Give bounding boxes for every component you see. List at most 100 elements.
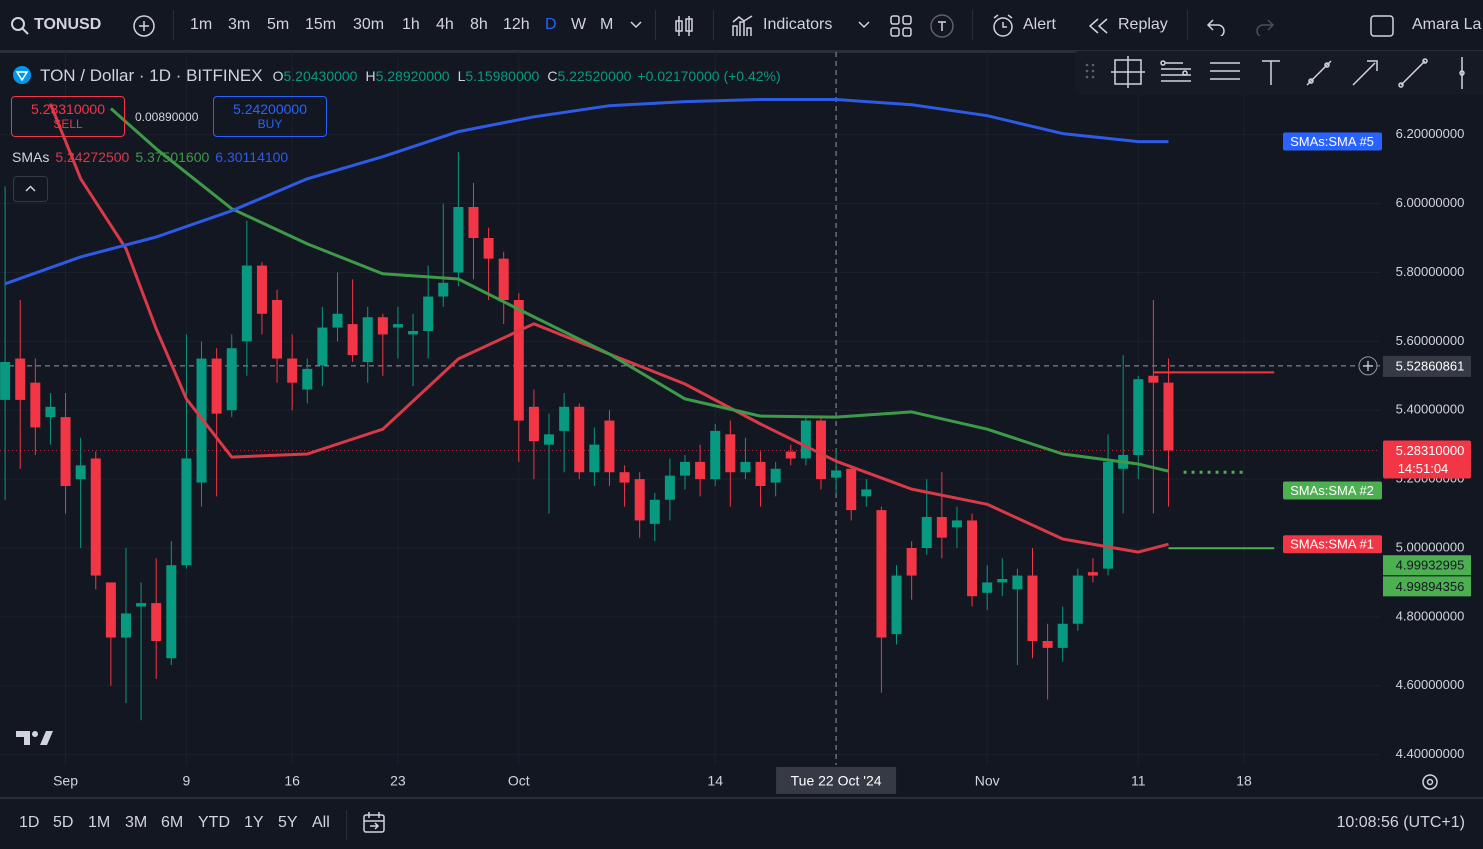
redo-button[interactable] xyxy=(1253,16,1275,36)
template-button[interactable] xyxy=(929,13,955,39)
candle-body xyxy=(649,499,660,524)
interval-button[interactable]: W xyxy=(571,16,587,33)
range-button[interactable]: 5Y xyxy=(278,814,298,831)
tool-text[interactable] xyxy=(1262,60,1280,85)
candle-body xyxy=(468,207,479,238)
separator xyxy=(713,10,714,40)
interval-button[interactable]: 8h xyxy=(470,16,488,33)
candle-body xyxy=(105,582,116,638)
ohlc-key: H xyxy=(365,68,376,84)
interval-button[interactable]: 4h xyxy=(436,16,454,33)
candle-body xyxy=(45,406,56,418)
candle-body xyxy=(438,282,449,297)
interval-button[interactable]: D xyxy=(545,16,557,33)
replay-icon[interactable] xyxy=(1088,16,1110,36)
indicators-icon[interactable] xyxy=(731,14,755,38)
tool-fib[interactable] xyxy=(1160,60,1191,82)
range-button[interactable]: All xyxy=(312,814,330,831)
collapse-legend[interactable] xyxy=(13,176,48,202)
alert-label: 4.99894356 xyxy=(1396,579,1465,594)
undo-button[interactable] xyxy=(1206,16,1228,36)
sma-value: 6.30114100 xyxy=(215,149,289,165)
search-icon[interactable] xyxy=(10,16,30,36)
interval-button[interactable]: 30m xyxy=(353,16,385,33)
fullscreen-button[interactable] xyxy=(1369,14,1395,38)
tool-long-position[interactable] xyxy=(1111,56,1145,88)
candle-body xyxy=(544,434,555,445)
alert-button[interactable]: Alert xyxy=(1023,16,1056,33)
range-button[interactable]: 5D xyxy=(53,814,74,831)
candle-body xyxy=(680,461,690,476)
compare-button[interactable] xyxy=(132,14,156,38)
tool-vertical-line[interactable] xyxy=(1459,57,1465,89)
separator xyxy=(972,10,973,40)
tool-ray[interactable] xyxy=(1306,60,1332,86)
candle-body xyxy=(982,582,993,593)
candle-body xyxy=(785,451,796,459)
collapse-icon xyxy=(25,185,36,192)
interval-button[interactable]: M xyxy=(600,16,614,33)
interval-button[interactable]: 1h xyxy=(402,16,420,33)
add-alert-icon xyxy=(1363,360,1373,371)
candle-body xyxy=(528,406,539,442)
sell-button[interactable]: 5.23310000 SELL xyxy=(11,96,125,137)
interval-menu[interactable] xyxy=(630,20,642,30)
y-tick-label: 4.60000000 xyxy=(1396,677,1465,692)
range-button[interactable]: 1D xyxy=(19,814,40,831)
current-price: 5.28310000 xyxy=(1396,443,1465,458)
candle-body xyxy=(226,348,237,411)
date-range-button[interactable] xyxy=(362,810,388,836)
tool-trend-line[interactable] xyxy=(1398,58,1428,88)
series-label-bg xyxy=(1283,535,1382,554)
current-price-bg xyxy=(1383,440,1471,479)
series-label: SMAs:SMA #5 xyxy=(1290,134,1374,149)
candle-body xyxy=(332,313,343,328)
candle-body xyxy=(513,300,524,421)
indicators-menu[interactable] xyxy=(858,20,870,30)
user-name[interactable]: Amara La xyxy=(1412,16,1482,33)
settings-icon[interactable] xyxy=(1422,774,1438,790)
interval-button[interactable]: 3m xyxy=(228,16,251,33)
chart-type-button[interactable] xyxy=(674,13,696,39)
indicators-button[interactable]: Indicators xyxy=(763,16,833,33)
interval-button[interactable]: 5m xyxy=(267,16,290,33)
candle-body xyxy=(15,358,26,400)
alert-label-bg xyxy=(1383,576,1471,597)
candle-body xyxy=(256,265,267,314)
buy-button[interactable]: 5.24200000 BUY xyxy=(213,96,327,137)
tool-arrow[interactable] xyxy=(1352,60,1378,86)
range-button[interactable]: YTD xyxy=(198,814,230,831)
candle-body xyxy=(75,465,86,480)
series-label: SMAs:SMA #1 xyxy=(1290,537,1374,552)
alert-label-bg xyxy=(1383,555,1471,576)
candle-body xyxy=(800,420,811,459)
candle-body xyxy=(1057,623,1068,648)
candle-body xyxy=(755,461,766,486)
replay-button[interactable]: Replay xyxy=(1118,16,1168,33)
candle-body xyxy=(710,430,721,480)
range-button[interactable]: 6M xyxy=(161,814,184,831)
separator xyxy=(346,810,347,840)
candle-body xyxy=(498,258,509,300)
interval-button[interactable]: 12h xyxy=(503,16,530,33)
symbol[interactable]: TONUSD xyxy=(34,16,102,33)
alert-icon[interactable] xyxy=(990,13,1016,39)
candle-body xyxy=(815,420,826,480)
buy-label: BUY xyxy=(257,117,283,131)
range-button[interactable]: 1M xyxy=(88,814,111,831)
sell-label: SELL xyxy=(53,117,83,131)
candle-body xyxy=(347,324,358,356)
y-tick-label: 4.40000000 xyxy=(1396,746,1465,761)
tool-parallel[interactable] xyxy=(1210,62,1240,80)
layout-button[interactable] xyxy=(890,15,912,37)
interval-button[interactable]: 1m xyxy=(190,16,213,33)
countdown: 14:51:04 xyxy=(1398,461,1449,476)
legend-row: TON / Dollar · 1D · BITFINEX O 5.20430000… xyxy=(12,65,781,87)
candle-body xyxy=(997,579,1008,583)
range-button[interactable]: 1Y xyxy=(244,814,264,831)
range-button[interactable]: 3M xyxy=(125,814,148,831)
candle-body xyxy=(377,317,388,335)
sma-line xyxy=(109,107,1169,473)
interval-button[interactable]: 15m xyxy=(305,16,337,33)
